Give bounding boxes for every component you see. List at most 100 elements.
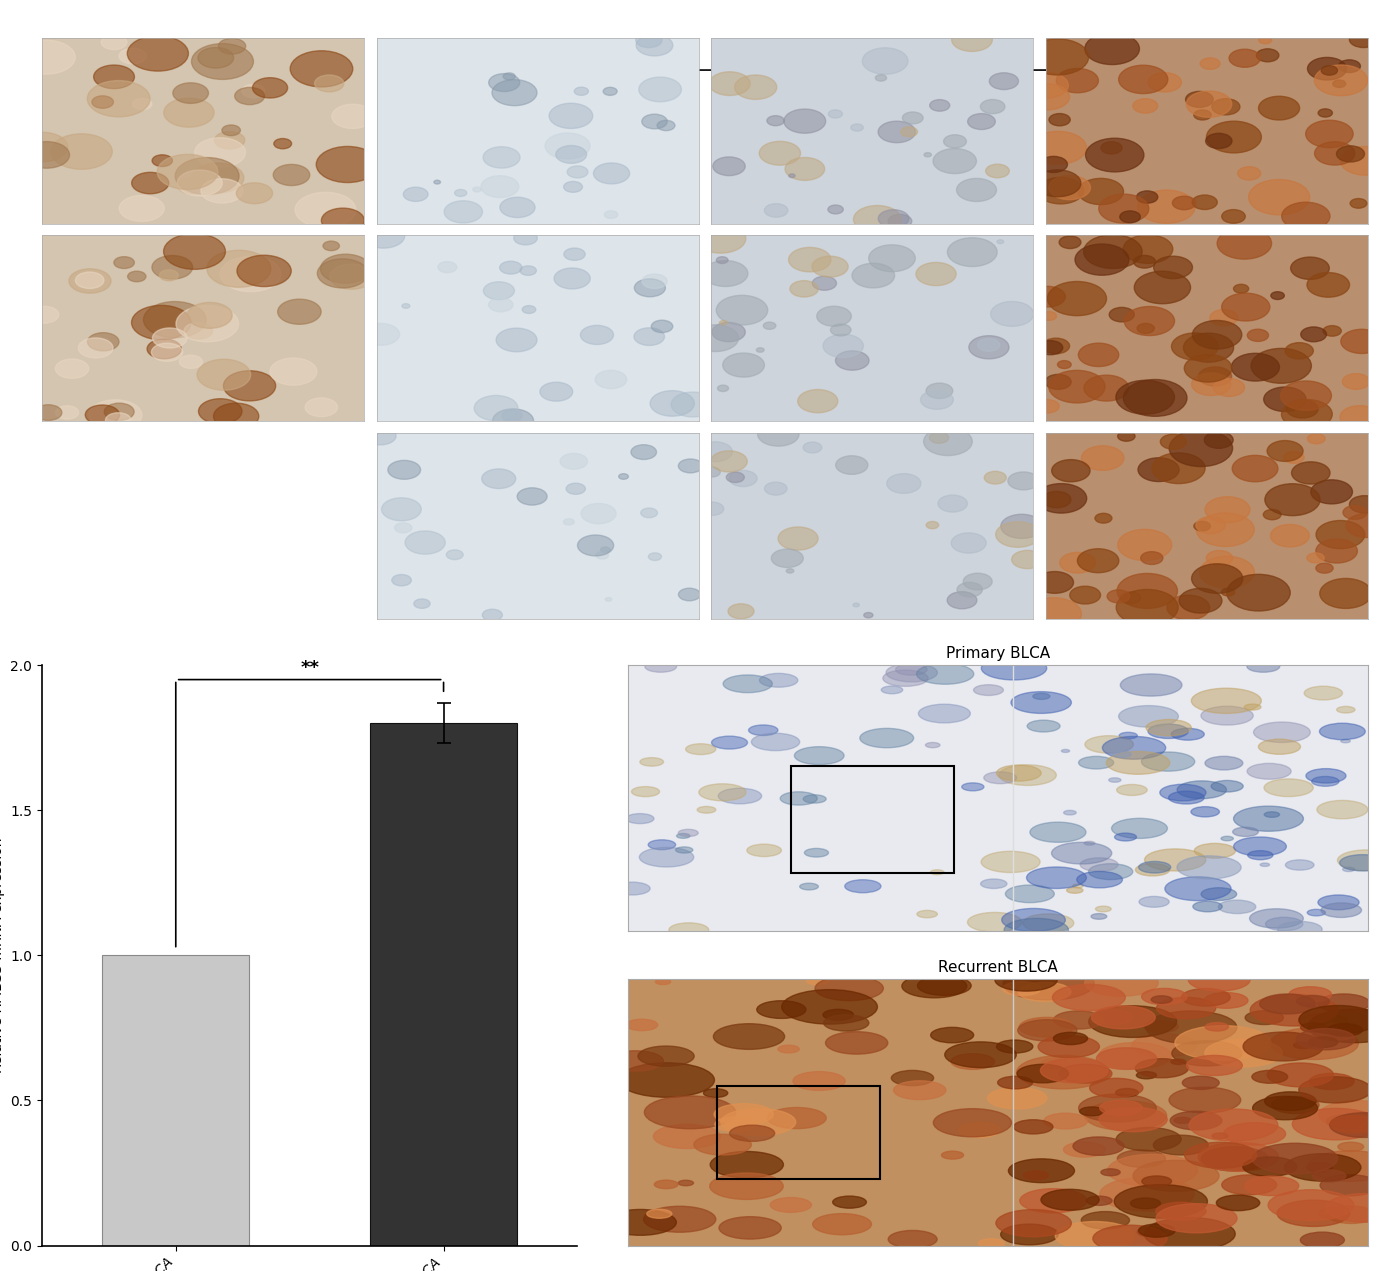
Circle shape [824,1014,868,1031]
Circle shape [1139,862,1171,873]
Circle shape [697,806,716,813]
Circle shape [606,597,611,601]
Circle shape [614,882,651,895]
Bar [370,723,517,1246]
Circle shape [1041,1190,1099,1210]
Circle shape [119,196,165,221]
Circle shape [56,358,89,379]
Circle shape [438,262,456,272]
Circle shape [1171,1059,1185,1064]
Circle shape [637,34,673,56]
Circle shape [163,98,214,127]
Circle shape [144,301,207,338]
Circle shape [759,141,800,165]
Circle shape [1212,99,1240,114]
Circle shape [618,1063,715,1097]
Circle shape [1196,513,1255,547]
Circle shape [1101,141,1122,154]
Circle shape [651,390,694,416]
Circle shape [1268,441,1302,461]
Circle shape [1291,461,1330,484]
Circle shape [214,403,258,430]
Circle shape [1048,175,1090,200]
Circle shape [1185,92,1213,107]
Circle shape [1294,1042,1312,1049]
Circle shape [1072,885,1083,888]
Circle shape [1026,597,1082,630]
Circle shape [997,240,1004,244]
Circle shape [1336,707,1356,713]
Circle shape [1008,472,1039,489]
Circle shape [127,271,147,282]
Circle shape [1085,841,1094,845]
Circle shape [1168,1087,1241,1113]
Circle shape [1343,867,1354,872]
Text: BLCA: BLCA [832,56,870,70]
Circle shape [1067,887,1083,894]
Circle shape [1206,121,1262,153]
Circle shape [817,306,852,327]
Circle shape [1092,914,1107,919]
Circle shape [1000,765,1057,785]
Circle shape [1242,1157,1297,1176]
Circle shape [152,328,187,348]
Circle shape [948,238,997,267]
Circle shape [1321,902,1361,918]
Circle shape [1120,732,1138,738]
Circle shape [159,269,179,281]
Circle shape [1085,33,1139,65]
Circle shape [1259,97,1300,119]
Circle shape [1301,1023,1328,1032]
Circle shape [1263,510,1282,520]
Circle shape [644,1206,716,1233]
Circle shape [1111,819,1167,839]
Circle shape [1136,191,1157,203]
Circle shape [1171,333,1219,360]
Circle shape [1311,480,1353,503]
Circle shape [1136,1228,1164,1237]
Circle shape [1034,170,1081,197]
Text: Normal bladder: Normal bladder [141,67,248,81]
Circle shape [564,519,574,525]
Circle shape [94,65,134,89]
Circle shape [926,742,940,747]
Circle shape [694,1134,751,1155]
Circle shape [85,405,120,425]
Circle shape [201,179,243,203]
Circle shape [1308,57,1347,80]
Circle shape [951,1054,994,1069]
Circle shape [917,910,938,918]
Circle shape [295,192,356,228]
Circle shape [772,549,803,567]
Circle shape [482,469,515,488]
Circle shape [1141,552,1163,564]
Circle shape [1156,998,1216,1019]
Circle shape [692,325,738,352]
Circle shape [207,250,271,287]
Circle shape [1191,807,1220,817]
Circle shape [790,281,818,297]
Circle shape [269,358,317,385]
Circle shape [963,573,993,590]
Circle shape [1323,325,1342,337]
Circle shape [1082,1211,1129,1229]
Circle shape [1251,348,1311,384]
Circle shape [933,149,976,174]
Circle shape [1321,1174,1379,1196]
Circle shape [765,203,787,217]
Circle shape [1187,92,1231,117]
Circle shape [1212,1132,1228,1139]
Circle shape [765,482,787,496]
Circle shape [1060,553,1096,573]
Circle shape [603,88,617,95]
Circle shape [560,454,588,469]
Y-axis label: Relative RMBS3 mRNA expression: Relative RMBS3 mRNA expression [0,838,4,1073]
Circle shape [565,483,585,494]
Circle shape [768,1107,826,1129]
Circle shape [1064,811,1076,815]
Circle shape [1258,740,1301,754]
Circle shape [1117,1150,1166,1167]
Circle shape [959,1122,1001,1138]
Circle shape [314,75,343,92]
Circle shape [56,405,78,419]
